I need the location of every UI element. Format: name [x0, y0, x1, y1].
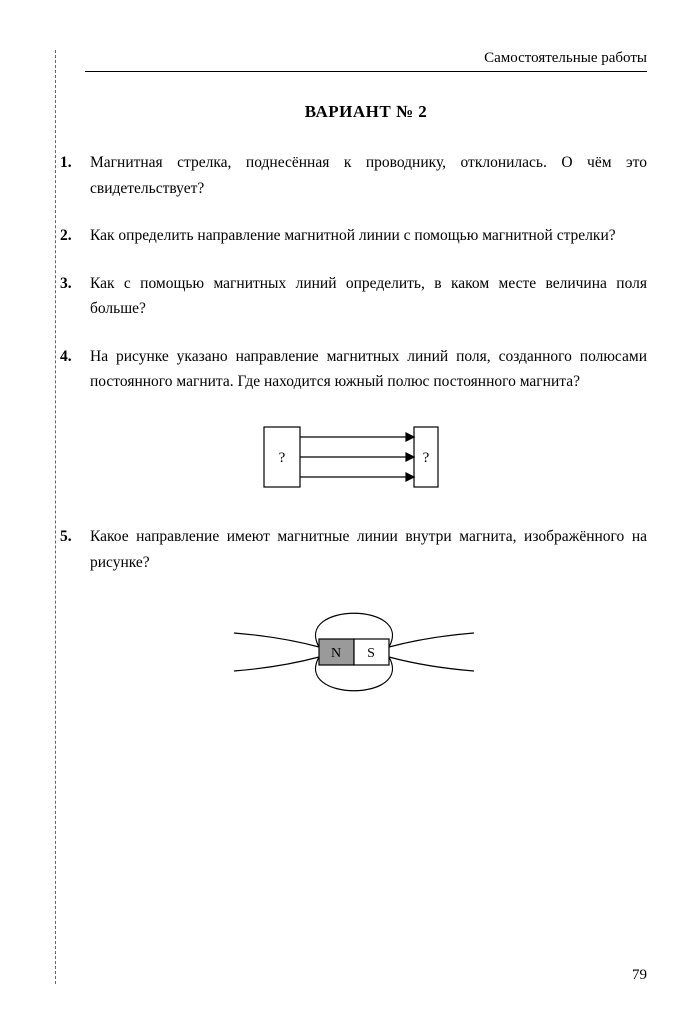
- diagram-5-svg: N S: [234, 597, 474, 707]
- right-pole-label: ?: [422, 450, 429, 466]
- question-number: 2.: [60, 223, 90, 249]
- page: Самостоятельные работы ВАРИАНТ № 2 1. Ма…: [0, 0, 697, 1024]
- left-margin-dashed-line: [55, 50, 56, 984]
- left-pole-label: ?: [278, 450, 285, 466]
- question-number: 1.: [60, 150, 90, 201]
- question-1: 1. Магнитная стрелка, поднесённая к пров…: [60, 150, 647, 201]
- question-number: 4.: [60, 344, 90, 395]
- n-label: N: [330, 646, 340, 661]
- s-label: S: [367, 646, 375, 661]
- question-2: 2. Как определить направление магнитной …: [60, 223, 647, 249]
- question-4: 4. На рисунке указано направление магнит…: [60, 344, 647, 395]
- question-text: Магнитная стрелка, поднесённая к проводн…: [90, 150, 647, 201]
- question-text: Как определить направление магнитной лин…: [90, 223, 647, 249]
- field-arrows: [300, 433, 414, 481]
- question-number: 3.: [60, 271, 90, 322]
- question-text: Как с помощью магнитных линий определить…: [90, 271, 647, 322]
- question-3: 3. Как с помощью магнитных линий определ…: [60, 271, 647, 322]
- question-number: 5.: [60, 524, 90, 575]
- diagram-5-bar-magnet-field: N S: [60, 597, 647, 712]
- variant-title: ВАРИАНТ № 2: [85, 102, 647, 122]
- running-header: Самостоятельные работы: [85, 50, 647, 67]
- header-rule: [85, 71, 647, 72]
- page-number: 79: [632, 967, 647, 984]
- question-text: Какое направление имеют магнитные линии …: [90, 524, 647, 575]
- diagram-4-magnet-arrows: ? ?: [60, 417, 647, 502]
- question-5: 5. Какое направление имеют магнитные лин…: [60, 524, 647, 575]
- diagram-4-svg: ? ?: [254, 417, 454, 497]
- questions-list: 1. Магнитная стрелка, поднесённая к пров…: [60, 150, 647, 712]
- question-text: На рисунке указано направление магнитных…: [90, 344, 647, 395]
